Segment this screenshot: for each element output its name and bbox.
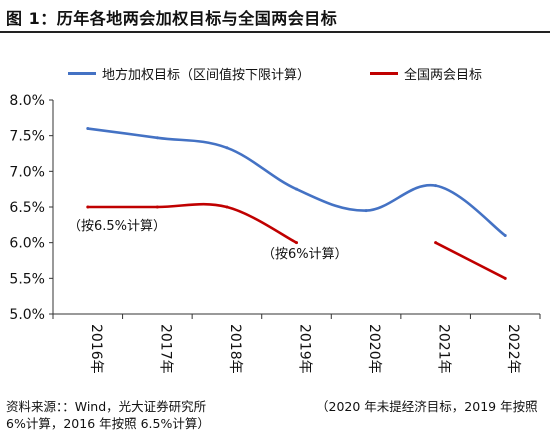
data-point-local xyxy=(364,209,368,213)
legend-item-national: 全国两会目标 xyxy=(370,64,482,83)
y-tick-label: 7.5% xyxy=(9,129,45,145)
data-point-local xyxy=(295,187,298,191)
data-point-national xyxy=(434,241,438,245)
footnote-line2: 6%计算，2016 年按照 6.5%计算） xyxy=(6,416,210,431)
y-tick-label: 5.0% xyxy=(9,307,45,323)
data-point-national xyxy=(225,205,229,209)
y-tick-label: 7.0% xyxy=(9,164,45,180)
x-tick-label: 2016年 xyxy=(88,324,104,374)
legend-item-local: 地方加权目标（区间值按下限计算） xyxy=(68,64,310,83)
data-point-national xyxy=(295,241,298,245)
data-point-national xyxy=(86,205,90,209)
data-point-local xyxy=(155,136,159,140)
y-tick-label: 6.0% xyxy=(9,236,45,252)
data-point-local xyxy=(225,146,229,150)
series-line-national xyxy=(86,202,298,244)
legend-label-national: 全国两会目标 xyxy=(404,68,483,83)
data-point-national xyxy=(155,205,159,209)
x-tick-label: 2020年 xyxy=(366,324,382,374)
legend-label-local: 地方加权目标（区间值按下限计算） xyxy=(102,68,311,83)
series-line-national xyxy=(434,241,507,280)
legend-swatch-national xyxy=(370,72,398,75)
figure-title: 图 1：历年各地两会加权目标与全国两会目标 xyxy=(6,9,338,28)
source-note: 资料来源：：Wind，光大证券研究所 xyxy=(6,399,207,414)
data-point-local xyxy=(434,184,438,188)
x-tick-label: 2019年 xyxy=(297,324,313,374)
x-tick-label: 2022年 xyxy=(505,324,521,374)
x-tick-label: 2021年 xyxy=(436,324,452,374)
chart-annotation: （按6%计算） xyxy=(262,247,348,262)
y-tick-label: 8.0% xyxy=(9,93,45,109)
data-point-local xyxy=(503,234,507,238)
x-tick-label: 2018年 xyxy=(227,324,243,374)
x-tick-label: 2017年 xyxy=(157,324,173,374)
title-divider xyxy=(0,31,550,33)
legend-swatch-local xyxy=(68,72,96,75)
chart-annotation: （按6.5%计算） xyxy=(68,219,166,234)
data-point-national xyxy=(503,276,507,280)
footnote-line1: （2020 年未提经济目标，2019 年按照 xyxy=(316,399,538,414)
data-point-local xyxy=(86,127,90,131)
y-tick-label: 5.5% xyxy=(9,271,45,287)
y-tick-label: 6.5% xyxy=(9,200,45,216)
